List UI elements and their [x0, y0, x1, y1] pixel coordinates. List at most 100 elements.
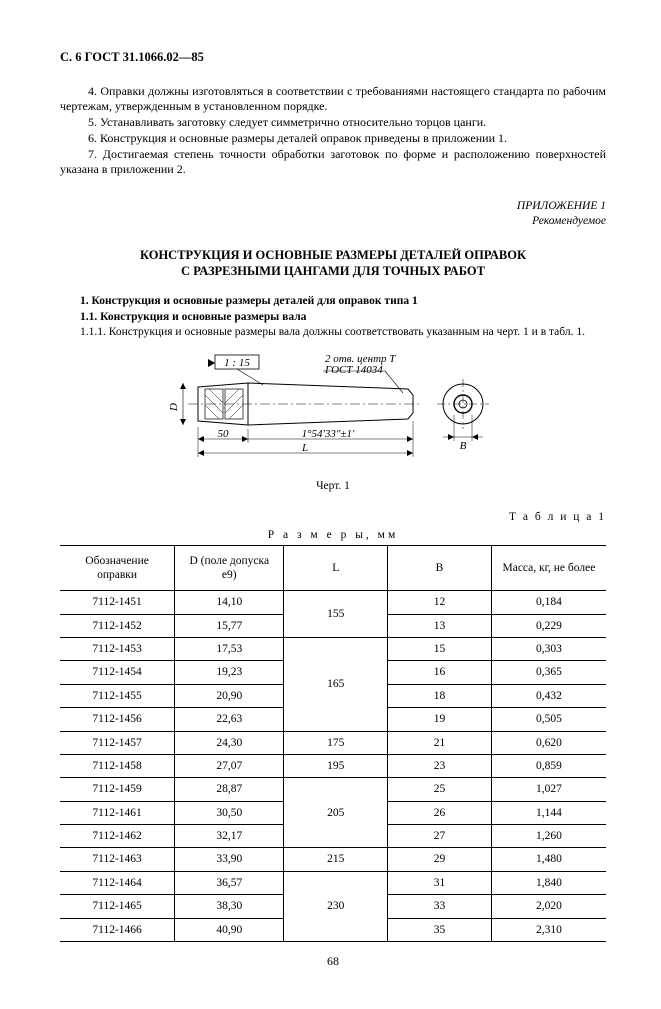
drawing-caption: Черт. 1 [60, 479, 606, 493]
para-4: 4. Оправки должны изготовляться в соотве… [60, 84, 606, 114]
table-cell: 230 [284, 871, 388, 941]
table-cell: 28,87 [175, 778, 284, 801]
appendix-block: ПРИЛОЖЕНИЕ 1 Рекомендуемое [60, 199, 606, 229]
appendix-title: ПРИЛОЖЕНИЕ 1 [60, 199, 606, 214]
table-cell: 30,50 [175, 801, 284, 824]
table-cell: 175 [284, 731, 388, 754]
table-cell: 7112-1457 [60, 731, 175, 754]
table-cell: 1,144 [491, 801, 606, 824]
section-title-line1: КОНСТРУКЦИЯ И ОСНОВНЫЕ РАЗМЕРЫ ДЕТАЛЕЙ О… [140, 248, 526, 262]
table-cell: 24,30 [175, 731, 284, 754]
table-cell: 215 [284, 848, 388, 871]
table-cell: 22,63 [175, 708, 284, 731]
table-cell: 1,027 [491, 778, 606, 801]
table-cell: 7112-1463 [60, 848, 175, 871]
table-cell: 0,229 [491, 614, 606, 637]
table-row: 7112-146333,90215291,480 [60, 848, 606, 871]
col-mass: Масса, кг, не более [491, 545, 606, 591]
col-d-text: D (поле допуска e9) [189, 555, 269, 581]
table-cell: 38,30 [175, 895, 284, 918]
table-cell: 17,53 [175, 638, 284, 661]
table-cell: 14,10 [175, 591, 284, 614]
table-body: 7112-145114,10155120,1847112-145215,7713… [60, 591, 606, 942]
table-cell: 15,77 [175, 614, 284, 637]
table-cell: 7112-1455 [60, 684, 175, 707]
table-cell: 155 [284, 591, 388, 638]
dim-d: D [168, 403, 180, 412]
col-d: D (поле допуска e9) [175, 545, 284, 591]
table-cell: 23 [388, 754, 492, 777]
drawing-1: 1 : 15 2 отв. центр Т ГОСТ 14034 D 50 1°… [60, 349, 606, 473]
table-row: 7112-145114,10155120,184 [60, 591, 606, 614]
page-number: 68 [60, 954, 606, 969]
table-cell: 18 [388, 684, 492, 707]
table-cell: 205 [284, 778, 388, 848]
table-row: 7112-145827,07195230,859 [60, 754, 606, 777]
table-cell: 32,17 [175, 825, 284, 848]
table-cell: 7112-1454 [60, 661, 175, 684]
table-cell: 21 [388, 731, 492, 754]
table-cell: 33,90 [175, 848, 284, 871]
table-cell: 29 [388, 848, 492, 871]
table-row: 7112-145317,53165150,303 [60, 638, 606, 661]
table-cell: 25 [388, 778, 492, 801]
table-row: 7112-145928,87205251,027 [60, 778, 606, 801]
table-cell: 20,90 [175, 684, 284, 707]
table-row: 7112-146436,57230311,840 [60, 871, 606, 894]
col-designation: Обозначение оправки [60, 545, 175, 591]
taper-label: 1 : 15 [224, 357, 250, 369]
table-cell: 27,07 [175, 754, 284, 777]
table-cell: 0,365 [491, 661, 606, 684]
table-cell: 2,310 [491, 918, 606, 941]
appendix-note: Рекомендуемое [60, 214, 606, 229]
table-cell: 19,23 [175, 661, 284, 684]
table-cell: 36,57 [175, 871, 284, 894]
dim-l: L [301, 442, 308, 454]
section-title-line2: С РАЗРЕЗНЫМИ ЦАНГАМИ ДЛЯ ТОЧНЫХ РАБОТ [181, 264, 485, 278]
note-gost: ГОСТ 14034 [324, 364, 383, 376]
subheading-1-1: 1.1. Конструкция и основные размеры вала [60, 310, 606, 324]
table-cell: 7112-1462 [60, 825, 175, 848]
dimensions-table: Обозначение оправки D (поле допуска e9) … [60, 545, 606, 942]
table-cell: 7112-1466 [60, 918, 175, 941]
table-cell: 1,260 [491, 825, 606, 848]
table-cell: 15 [388, 638, 492, 661]
para-7: 7. Достигаемая степень точности обработк… [60, 147, 606, 177]
table-cell: 7112-1464 [60, 871, 175, 894]
table-cell: 0,303 [491, 638, 606, 661]
table-cell: 0,620 [491, 731, 606, 754]
col-l: L [284, 545, 388, 591]
table-cell: 195 [284, 754, 388, 777]
table-label: Т а б л и ц а 1 [60, 510, 606, 524]
table-cell: 7112-1465 [60, 895, 175, 918]
table-cell: 12 [388, 591, 492, 614]
table-cell: 7112-1451 [60, 591, 175, 614]
table-cell: 1,840 [491, 871, 606, 894]
table-cell: 7112-1458 [60, 754, 175, 777]
col-b: B [388, 545, 492, 591]
table-cell: 33 [388, 895, 492, 918]
dim-angle: 1°54'33"±1' [302, 428, 355, 440]
table-cell: 7112-1453 [60, 638, 175, 661]
table-cell: 7112-1459 [60, 778, 175, 801]
table-cell: 165 [284, 638, 388, 732]
table-cell: 7112-1461 [60, 801, 175, 824]
table-cell: 0,184 [491, 591, 606, 614]
para-6: 6. Конструкция и основные размеры детале… [60, 131, 606, 146]
table-cell: 19 [388, 708, 492, 731]
para-5: 5. Устанавливать заготовку следует симме… [60, 115, 606, 130]
table-cell: 27 [388, 825, 492, 848]
table-cell: 16 [388, 661, 492, 684]
table-cell: 31 [388, 871, 492, 894]
page-header: С. 6 ГОСТ 31.1066.02—85 [60, 50, 606, 66]
dim-50: 50 [218, 428, 230, 440]
table-cell: 40,90 [175, 918, 284, 941]
dim-b: B [460, 440, 467, 452]
table-header-row: Обозначение оправки D (поле допуска e9) … [60, 545, 606, 591]
table-cell: 0,432 [491, 684, 606, 707]
table-units: Р а з м е р ы, мм [60, 528, 606, 542]
table-cell: 2,020 [491, 895, 606, 918]
table-cell: 7112-1456 [60, 708, 175, 731]
table-cell: 7112-1452 [60, 614, 175, 637]
section-title: КОНСТРУКЦИЯ И ОСНОВНЫЕ РАЗМЕРЫ ДЕТАЛЕЙ О… [60, 247, 606, 281]
